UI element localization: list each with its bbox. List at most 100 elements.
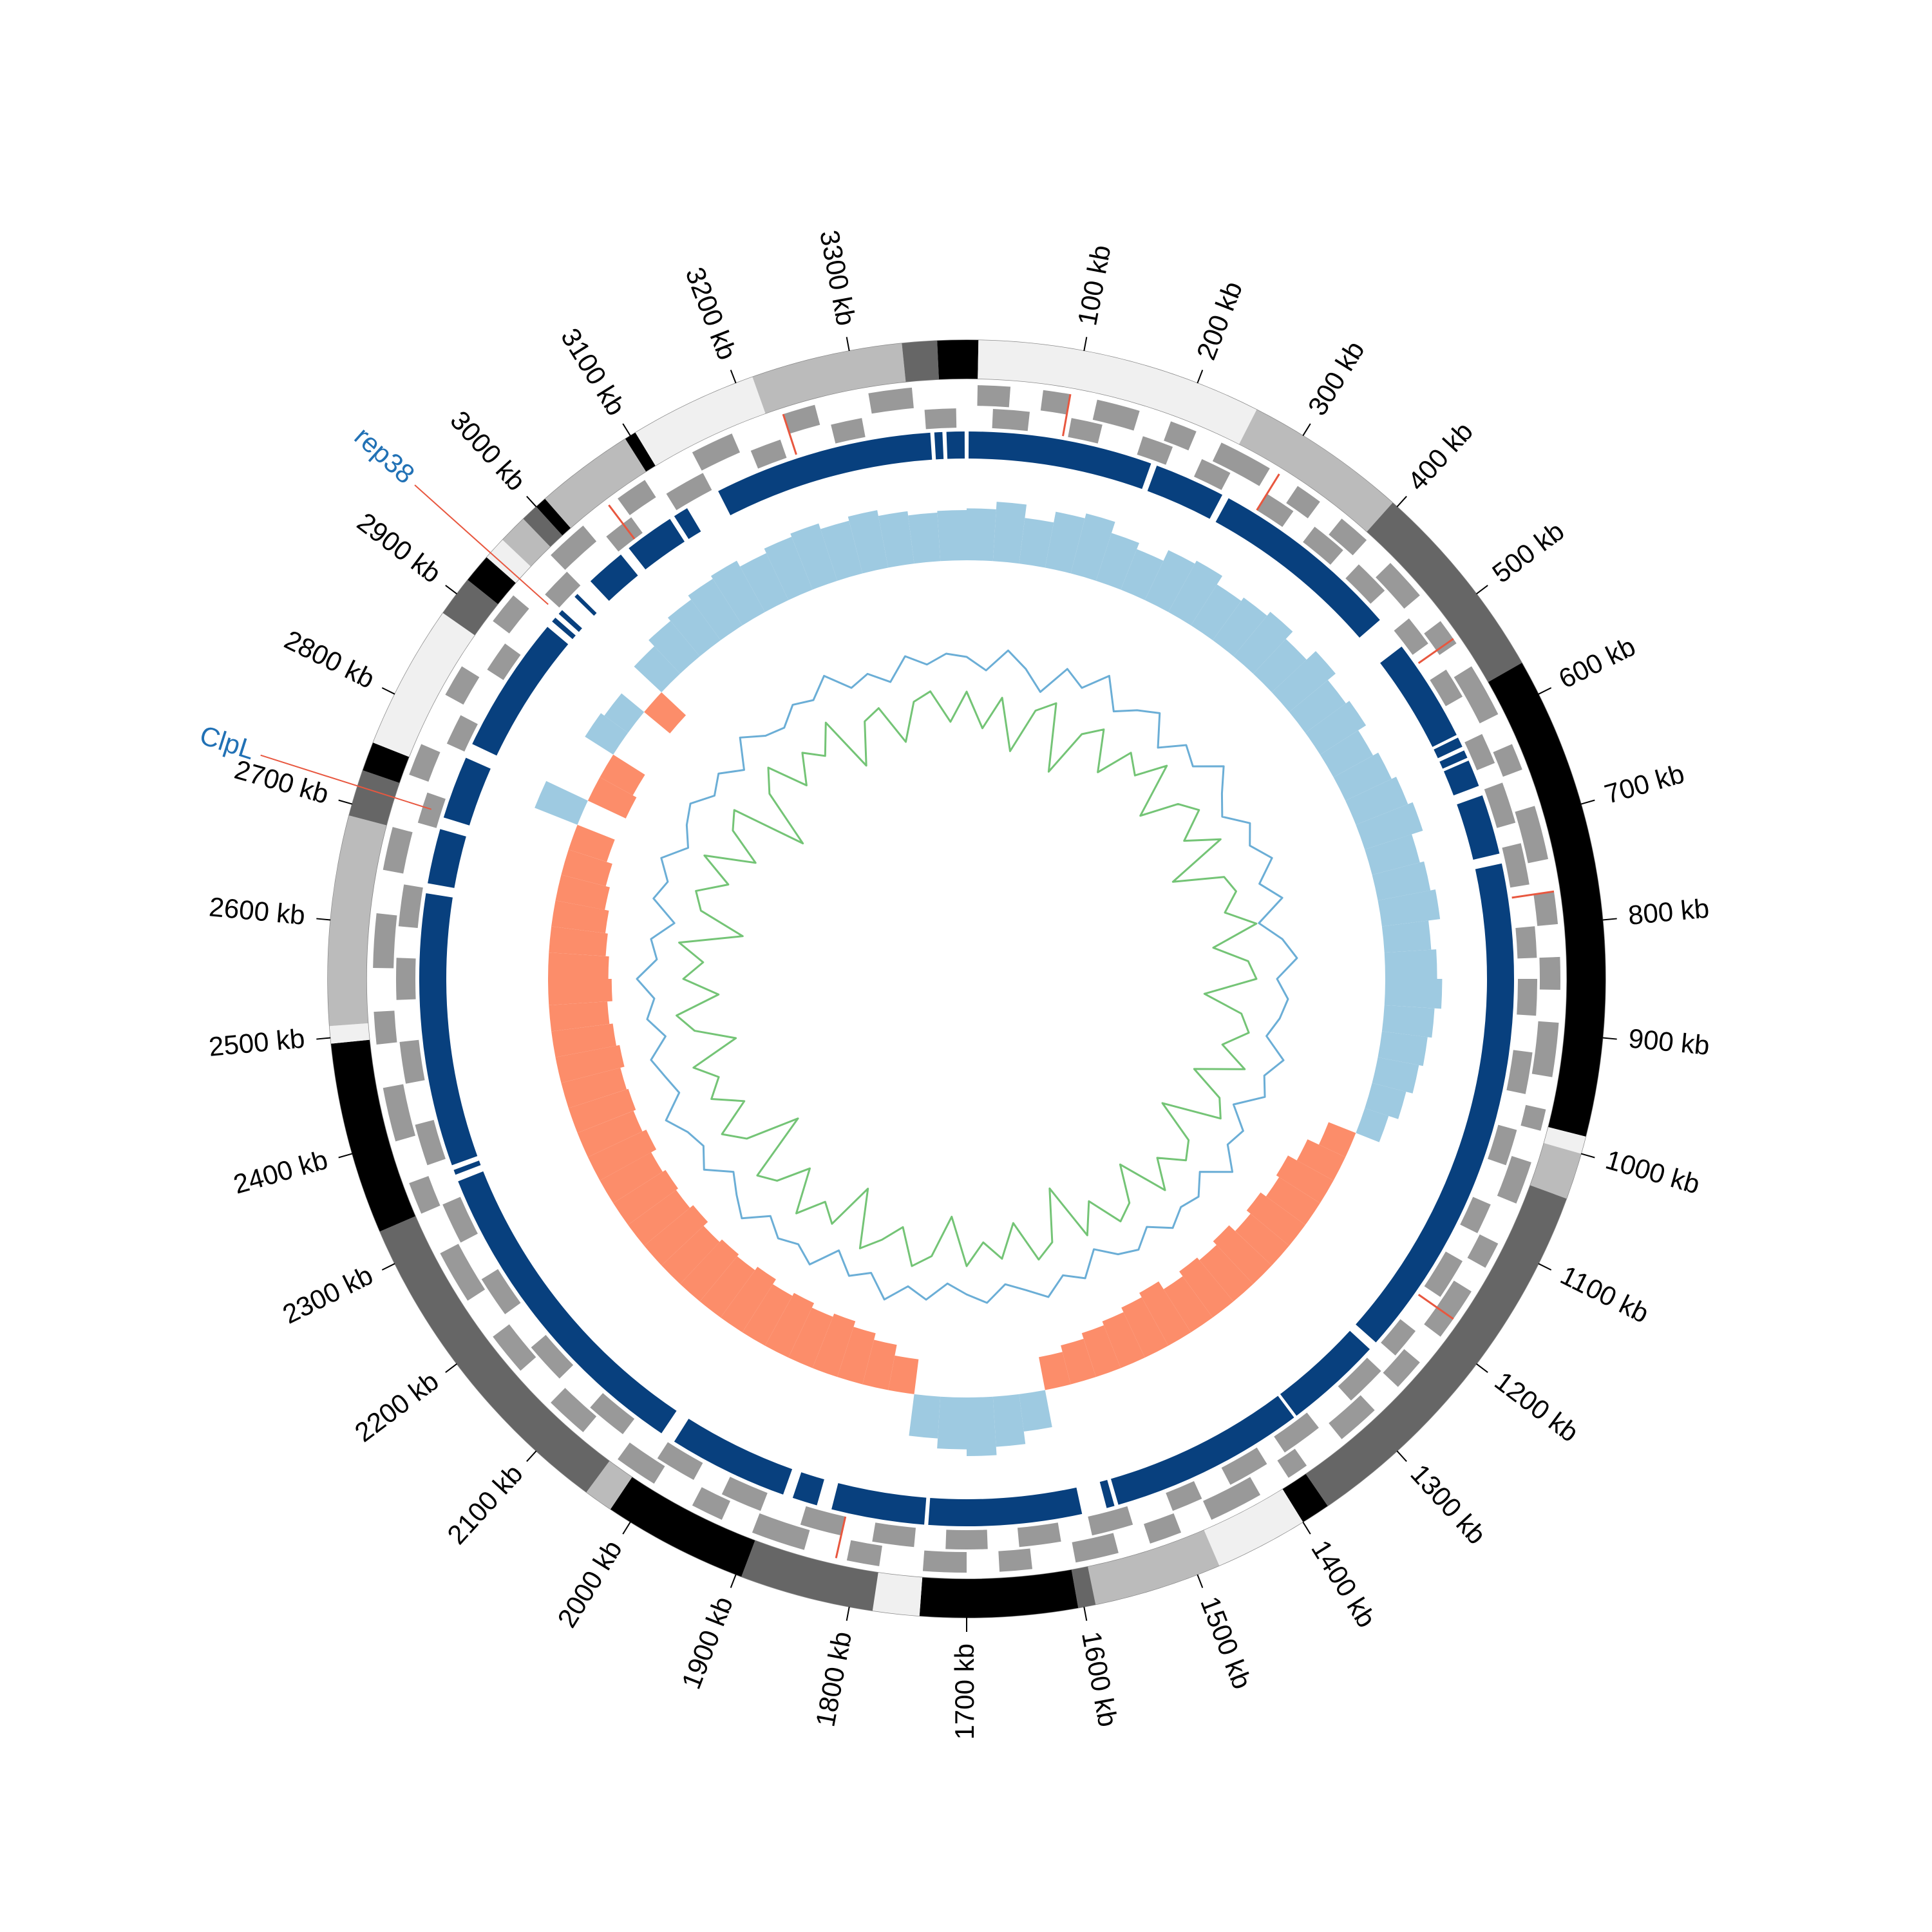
skew-bar bbox=[740, 553, 789, 612]
gene bbox=[1376, 563, 1420, 609]
skew-bar bbox=[549, 1001, 610, 1032]
gene bbox=[1460, 1197, 1491, 1233]
gene bbox=[396, 958, 416, 1000]
gene bbox=[1329, 1395, 1375, 1439]
gene bbox=[1338, 1358, 1381, 1401]
skew-bar bbox=[1199, 1245, 1253, 1302]
gene bbox=[1144, 1513, 1182, 1544]
ideogram-band bbox=[586, 1461, 632, 1510]
ideogram-band bbox=[967, 340, 979, 379]
block bbox=[792, 1472, 824, 1506]
gene bbox=[692, 433, 741, 471]
gene bbox=[1517, 979, 1537, 1016]
ideogram-band bbox=[373, 612, 475, 757]
skew-bar bbox=[1381, 1005, 1435, 1038]
gene bbox=[1202, 1477, 1261, 1520]
tick-mark bbox=[846, 1606, 850, 1621]
gene bbox=[992, 408, 1030, 431]
gene bbox=[831, 418, 866, 444]
gene bbox=[1539, 956, 1560, 990]
gene bbox=[415, 1120, 446, 1166]
block bbox=[472, 627, 569, 756]
skew-bar bbox=[555, 1045, 625, 1083]
ideogram-band bbox=[1544, 1127, 1586, 1154]
block bbox=[1215, 498, 1380, 638]
skew-bar bbox=[1296, 1139, 1346, 1181]
block bbox=[428, 829, 466, 888]
skew-bar bbox=[548, 979, 612, 1005]
gene bbox=[783, 404, 820, 434]
gene bbox=[373, 913, 397, 969]
gene bbox=[1092, 399, 1140, 431]
block bbox=[1439, 750, 1468, 769]
ideogram-band bbox=[937, 340, 967, 379]
skew-bar bbox=[1276, 1155, 1334, 1204]
block bbox=[674, 508, 701, 539]
skew-bar bbox=[628, 1189, 690, 1246]
tick-mark bbox=[316, 918, 331, 921]
tick-mark bbox=[1197, 1574, 1204, 1588]
tick-mark bbox=[1396, 1450, 1407, 1463]
skew-bar bbox=[1365, 1083, 1406, 1119]
gene bbox=[1454, 666, 1499, 724]
gene bbox=[721, 1477, 768, 1511]
gene bbox=[1506, 1050, 1533, 1094]
block bbox=[453, 1160, 481, 1175]
gene bbox=[868, 387, 914, 414]
tick-mark bbox=[1602, 1037, 1617, 1040]
gene bbox=[1488, 1124, 1517, 1166]
block bbox=[1443, 760, 1479, 796]
skew-bar bbox=[1333, 752, 1392, 801]
skew-bar bbox=[1061, 1338, 1096, 1385]
skew-bar bbox=[568, 1088, 636, 1133]
gene bbox=[977, 385, 1011, 408]
rna-feature bbox=[1511, 890, 1555, 899]
block bbox=[419, 893, 478, 1166]
gene bbox=[1274, 1412, 1319, 1453]
gene bbox=[1303, 526, 1343, 565]
gene bbox=[1164, 421, 1197, 451]
rna-feature bbox=[835, 1516, 847, 1558]
block bbox=[1356, 863, 1514, 1343]
block bbox=[831, 1482, 927, 1525]
tick-mark bbox=[1580, 1153, 1595, 1159]
skew-bar bbox=[888, 1355, 919, 1394]
tick-mark bbox=[1580, 799, 1595, 805]
skew-bar bbox=[587, 777, 637, 819]
tick-mark bbox=[1197, 370, 1204, 384]
skew-bar bbox=[1121, 1297, 1169, 1358]
gene bbox=[493, 595, 529, 634]
tick-mark bbox=[445, 1363, 457, 1373]
rna-feature bbox=[608, 504, 636, 540]
block bbox=[590, 554, 638, 601]
skew-bar bbox=[1356, 1108, 1389, 1142]
gene bbox=[590, 1393, 635, 1435]
skew-bar bbox=[1191, 584, 1242, 641]
gene bbox=[750, 439, 787, 469]
skew-bar bbox=[555, 875, 610, 910]
block bbox=[928, 1487, 1083, 1526]
tick-mark bbox=[730, 370, 737, 384]
skew-bar bbox=[1365, 834, 1420, 875]
skew-bar bbox=[561, 1068, 627, 1108]
skew-bar bbox=[1253, 639, 1307, 693]
ideogram-band bbox=[919, 1569, 1079, 1618]
ideogram-band bbox=[741, 1540, 878, 1611]
rna-feature bbox=[1417, 1294, 1454, 1320]
gene bbox=[1072, 1533, 1119, 1563]
ideogram-band bbox=[536, 498, 571, 536]
tick-mark bbox=[1476, 1363, 1488, 1373]
skew-bar bbox=[967, 508, 996, 562]
skew-bar bbox=[1265, 1177, 1320, 1226]
gene bbox=[374, 1010, 397, 1045]
skew-bar bbox=[992, 1394, 1026, 1447]
tick-mark bbox=[526, 495, 537, 507]
gene bbox=[440, 1244, 486, 1301]
gene bbox=[487, 643, 521, 681]
gene bbox=[1383, 1349, 1420, 1387]
ideogram-band bbox=[545, 439, 647, 528]
block bbox=[558, 610, 582, 632]
gene bbox=[606, 517, 643, 552]
ideogram-band bbox=[329, 1023, 370, 1044]
